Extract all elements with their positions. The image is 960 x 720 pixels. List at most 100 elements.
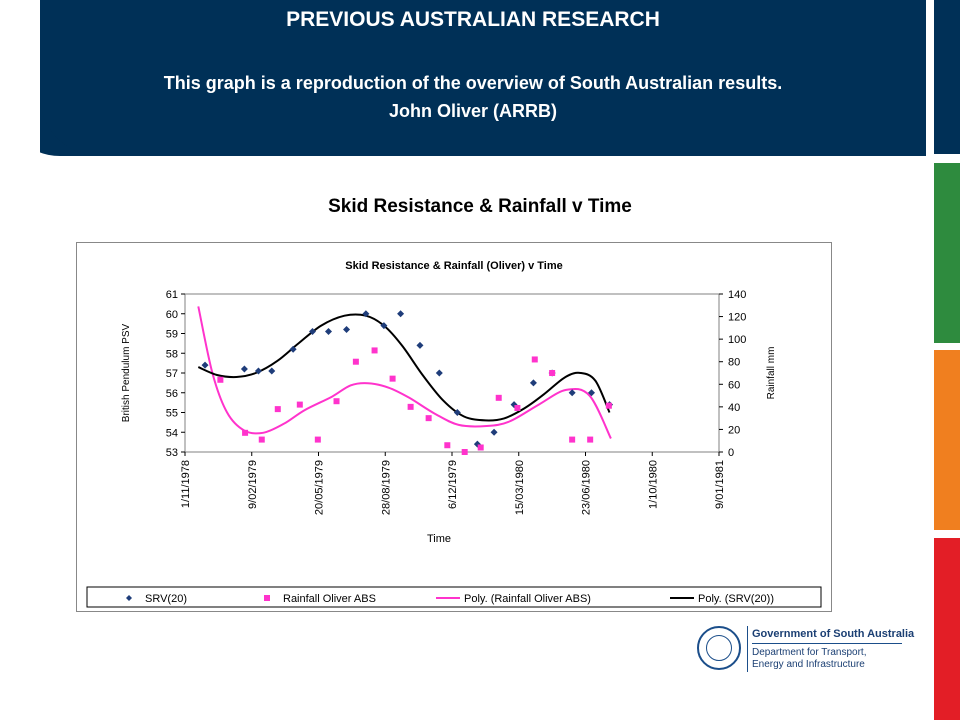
rainfall-point — [495, 394, 502, 401]
srv-point — [529, 379, 537, 387]
srv-point — [343, 326, 351, 334]
logo-government-text: Government of South Australia — [752, 628, 915, 640]
rainfall-point — [314, 436, 321, 443]
y-tick-label: 54 — [166, 427, 178, 439]
rainfall-point — [477, 444, 484, 451]
logo-department-line-1: Department for Transport, — [752, 647, 867, 658]
legend-items: SRV(20) Rainfall Oliver ABS Poly. (Rainfal… — [126, 593, 774, 605]
legend-rainfall-label: Rainfall Oliver ABS — [283, 593, 376, 605]
y2-tick-label: 100 — [728, 334, 746, 346]
subtitle-line-2: John Oliver (ARRB) — [388, 101, 557, 121]
logo-divider — [747, 626, 748, 672]
rainfall-point — [425, 415, 432, 422]
y2-tick-label: 40 — [728, 402, 740, 414]
x-tick-label: 15/03/1980 — [514, 460, 526, 515]
x-tick-label: 20/05/1979 — [314, 460, 326, 515]
y-tick-label: 57 — [166, 368, 178, 380]
chart-title: Skid Resistance & Rainfall (Oliver) v Ti… — [345, 260, 562, 272]
y2-tick-label: 140 — [728, 289, 746, 301]
y2-tick-label: 60 — [728, 379, 740, 391]
rainfall-point — [444, 442, 451, 449]
rainfall-point — [531, 356, 538, 363]
x-tick-label: 6/12/1979 — [447, 460, 459, 509]
rainfall-point — [514, 404, 521, 411]
rainfall-point — [296, 401, 303, 408]
srv-point — [588, 389, 596, 397]
srv-point — [362, 310, 370, 318]
rainfall-point — [587, 436, 594, 443]
x-axis-label: Time — [427, 533, 451, 545]
plot-area — [184, 293, 720, 453]
srv-point — [568, 389, 576, 397]
srv-point — [380, 322, 388, 330]
rainfall-point — [389, 375, 396, 382]
rainfall-point — [605, 402, 612, 409]
logo-department-text: Department for Transport, Energy and Inf… — [752, 647, 907, 671]
legend-rainfall-marker — [264, 595, 270, 601]
logo-rule — [752, 643, 902, 644]
srv-point — [416, 341, 424, 349]
state-seal-icon — [697, 626, 741, 670]
x-tick-label: 28/08/1979 — [380, 460, 392, 515]
chart-svg: Skid Resistance & Rainfall (Oliver) v Ti… — [86, 260, 822, 608]
x-tick-label: 1/11/1978 — [180, 460, 192, 508]
y-tick-label: 56 — [166, 388, 178, 400]
rainfall-point — [274, 406, 281, 413]
header-banner-body — [40, 0, 926, 156]
rainfall-point — [333, 398, 340, 405]
rainfall-point — [217, 376, 224, 383]
srv-trend-line — [197, 313, 611, 422]
srv-point — [397, 310, 405, 318]
srv-point — [453, 409, 461, 416]
side-bar-red — [934, 538, 960, 720]
rainfall-point — [371, 347, 378, 354]
y-axis-label: British Pendulum PSV — [121, 323, 132, 422]
legend-srv-marker — [126, 595, 132, 601]
state-seal-inner — [706, 635, 732, 661]
rainfall-point — [461, 449, 468, 455]
rainfall-point — [352, 358, 359, 365]
chart-heading: Skid Resistance & Rainfall v Time — [328, 196, 632, 217]
subtitle-line-1: This graph is a reproduction of the over… — [163, 73, 783, 93]
y2-tick-label: 20 — [728, 424, 740, 436]
y-tick-label: 55 — [166, 408, 178, 420]
logo-department-line-2: Energy and Infrastructure — [752, 659, 865, 670]
rainfall-point — [407, 403, 414, 410]
y-tick-label: 58 — [166, 348, 178, 360]
government-logo: Government of South Australia Department… — [697, 624, 914, 676]
x-tick-label: 1/10/1980 — [647, 460, 659, 509]
chart-frame: Skid Resistance & Rainfall (Oliver) v Ti… — [76, 242, 832, 612]
srv-point — [201, 361, 209, 369]
y2-tick-label: 120 — [728, 312, 746, 324]
srv-point — [268, 367, 276, 375]
x-tick-label: 9/02/1979 — [247, 460, 259, 509]
srv-point — [490, 428, 498, 436]
srv-point — [325, 328, 333, 336]
side-bar-green — [934, 163, 960, 343]
rainfall-point — [242, 429, 249, 436]
legend-srv-poly-label: Poly. (SRV(20)) — [698, 593, 774, 605]
y-tick-label: 53 — [166, 447, 178, 459]
header-banner-edge — [0, 0, 40, 156]
srv-point — [240, 365, 248, 373]
srv-point — [308, 328, 316, 336]
rainfall-point — [258, 436, 265, 443]
srv-point — [435, 369, 443, 377]
series-layer — [197, 306, 614, 455]
page-title: PREVIOUS AUSTRALIAN RESEARCH — [286, 8, 660, 31]
side-bar-orange — [934, 350, 960, 530]
rainfall-point — [569, 436, 576, 443]
rainfall-point — [549, 370, 556, 376]
legend-rainfall-poly-label: Poly. (Rainfall Oliver ABS) — [464, 593, 591, 605]
y-tick-label: 61 — [166, 289, 178, 301]
legend-srv-label: SRV(20) — [145, 593, 187, 605]
y-tick-label: 60 — [166, 309, 178, 321]
x-tick-label: 9/01/1981 — [714, 460, 726, 509]
page-subtitle: This graph is a reproduction of the over… — [40, 69, 906, 125]
x-tick-label: 23/06/1980 — [581, 460, 593, 515]
y2-tick-label: 80 — [728, 357, 740, 369]
axes-layer: 53 54 55 56 57 58 59 60 61 0 20 40 60 80 100 120 140 1/11… — [166, 289, 747, 515]
y2-axis-label: Rainfall mm — [766, 347, 777, 400]
y-tick-label: 59 — [166, 329, 178, 341]
srv-point — [289, 345, 297, 353]
